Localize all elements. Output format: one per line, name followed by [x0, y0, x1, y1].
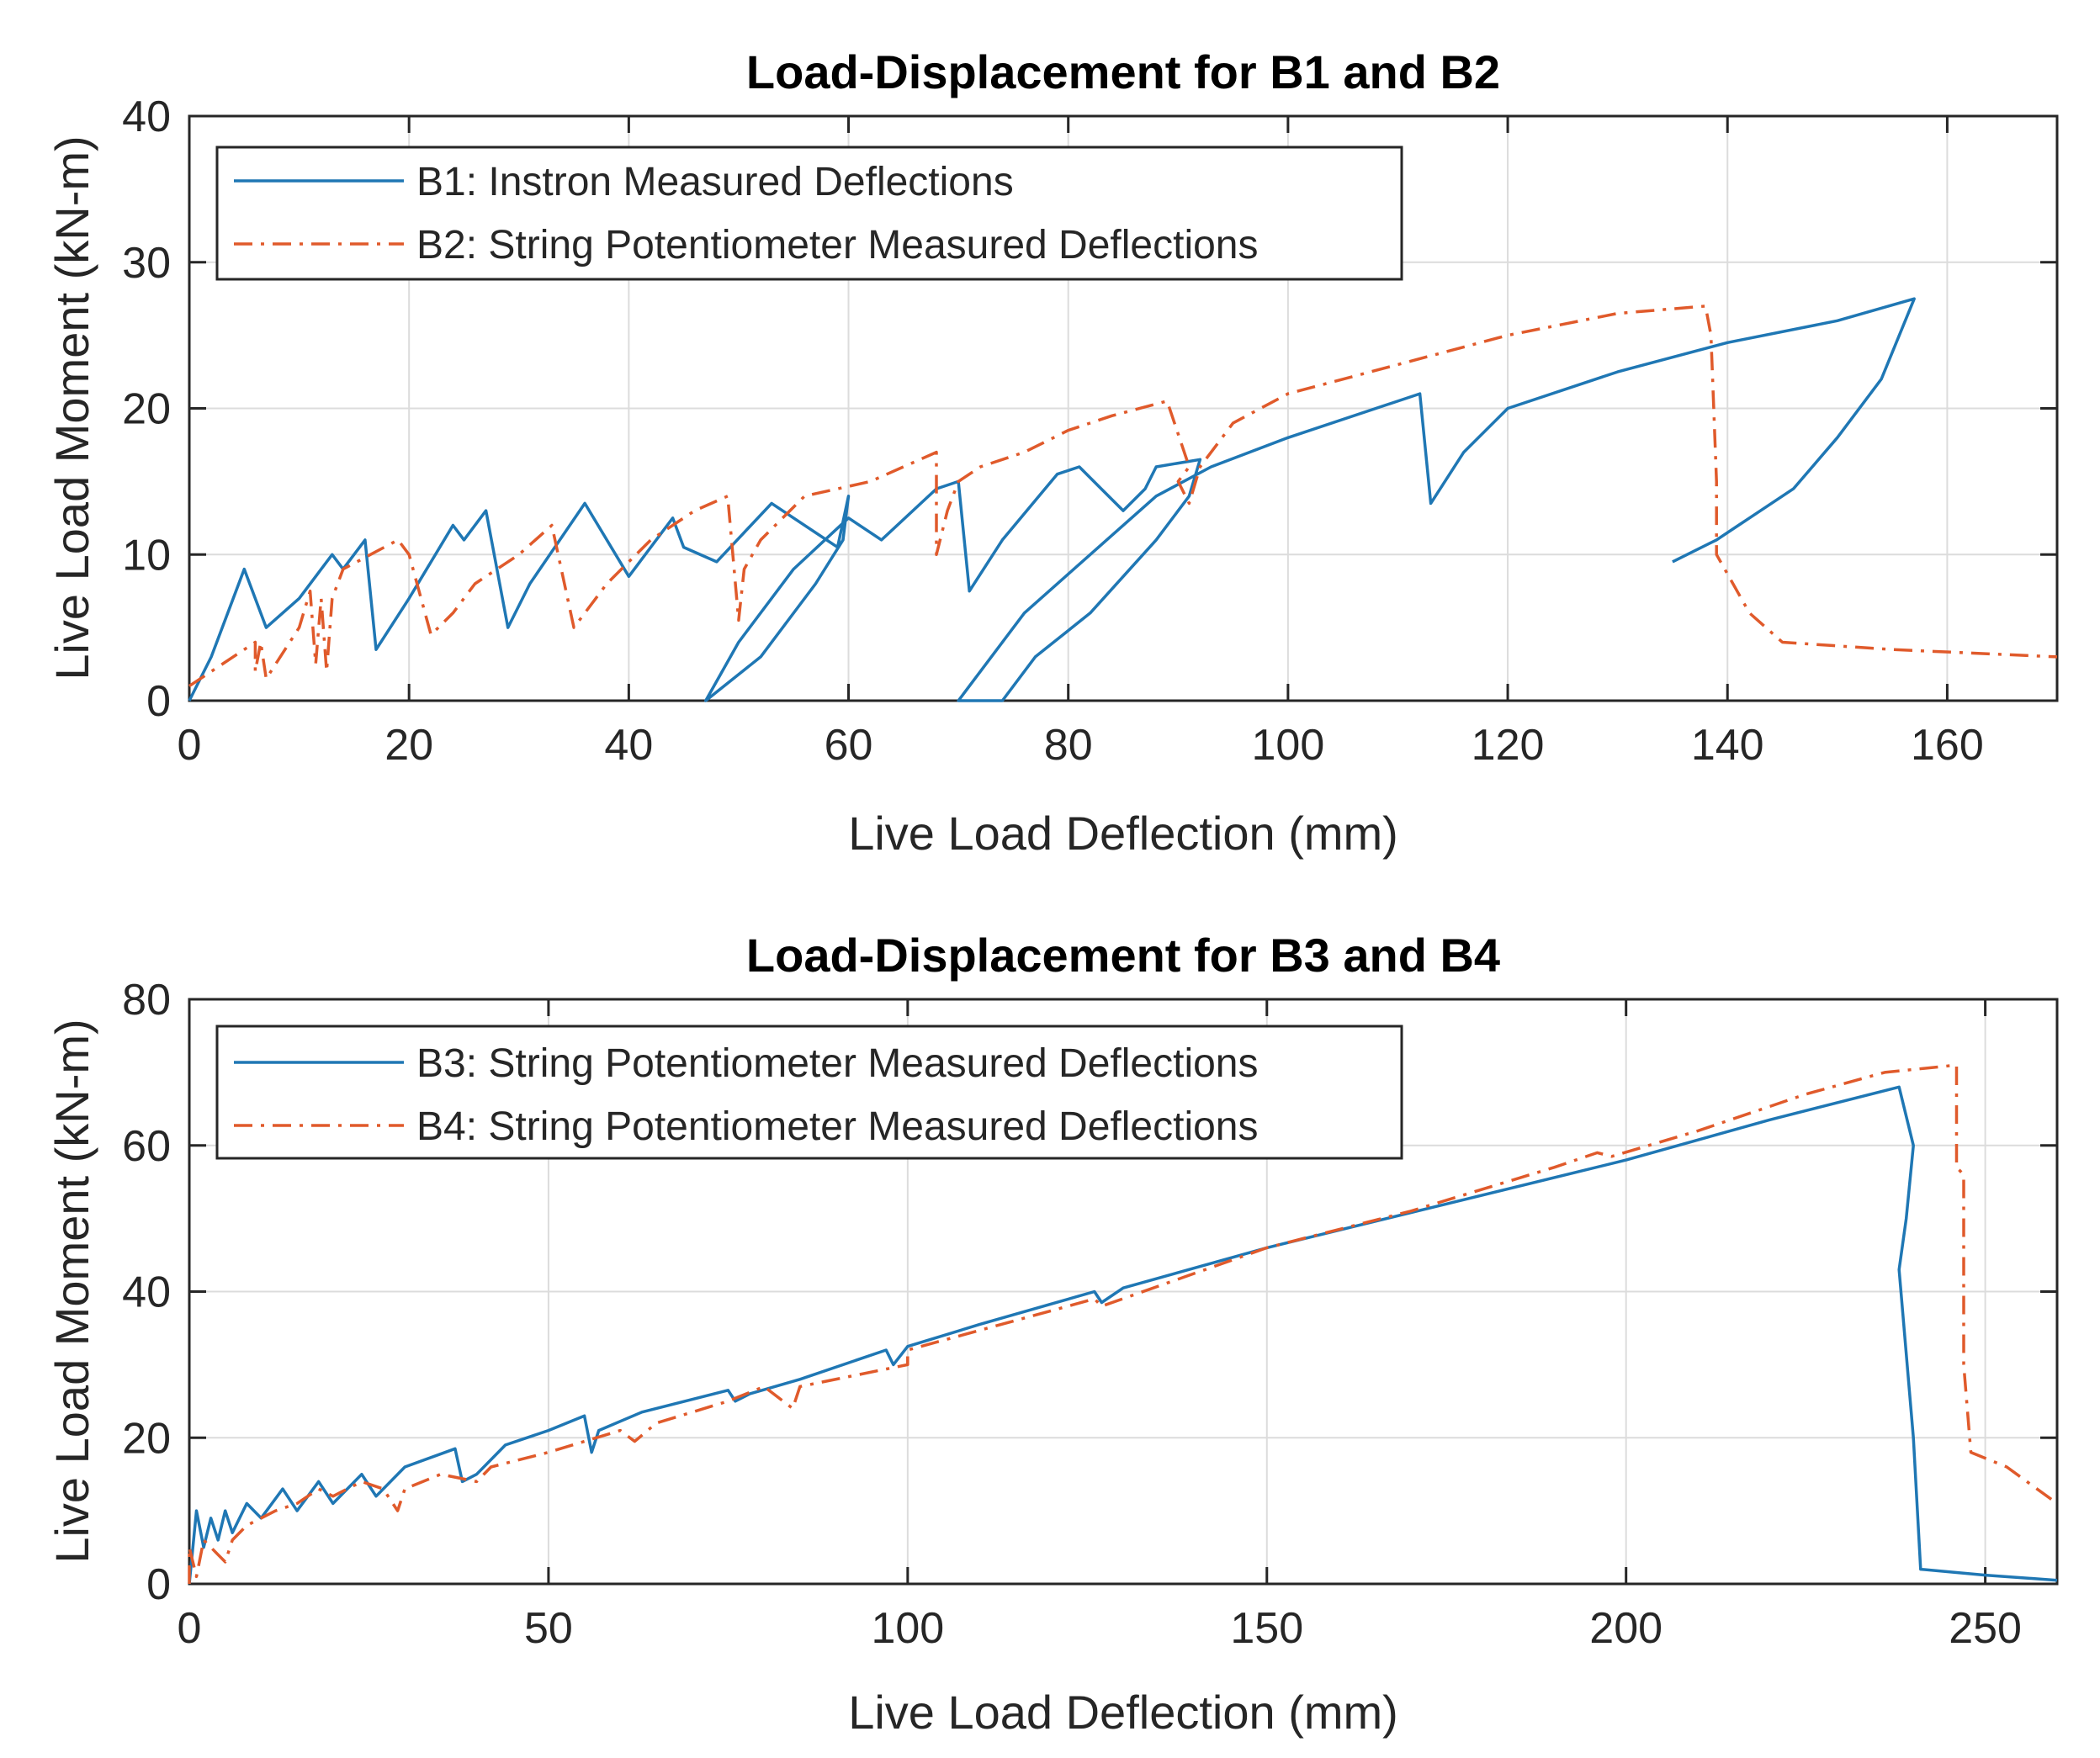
- chart-panel-b3-b4: Load-Displacement for B3 and B4 0 50 100 15…: [45, 929, 2059, 1739]
- legend: B3: String Potentiometer Measured Deflec…: [215, 1025, 1403, 1160]
- y-tick-label: 20: [122, 1414, 171, 1463]
- x-tick-label: 0: [178, 1604, 202, 1653]
- series-line-b1: [188, 297, 1916, 702]
- chart-title: Load-Displacement for B3 and B4: [746, 929, 1500, 982]
- series-line-b2: [188, 304, 2058, 688]
- y-tick-label: 40: [122, 93, 171, 141]
- y-tick-label: 60: [122, 1122, 171, 1171]
- legend-label-b1: B1: Instron Measured Deflections: [416, 160, 1014, 204]
- y-tick-label: 10: [122, 531, 171, 580]
- x-tick-label: 100: [1251, 721, 1324, 770]
- y-tick-label: 40: [122, 1268, 171, 1317]
- y-tick-label: 80: [122, 976, 171, 1025]
- x-tick-label: 150: [1230, 1604, 1303, 1653]
- chart-title: Load-Displacement for B1 and B2: [746, 45, 1500, 98]
- legend-label-b4: B4: String Potentiometer Measured Deflec…: [416, 1104, 1259, 1149]
- x-tick-label: 100: [871, 1604, 944, 1653]
- series-line-b3: [188, 1085, 2058, 1585]
- x-tick-label: 50: [524, 1604, 573, 1653]
- x-axis-label: Live Load Deflection (mm): [848, 807, 1398, 860]
- x-tick-label: 250: [1949, 1604, 2022, 1653]
- chart-panel-b1-b2: Load-Displacement for B1 and B2 0 20 40 60 8…: [45, 45, 2059, 860]
- plot-area: [188, 998, 2059, 1586]
- x-tick-label: 80: [1044, 721, 1093, 770]
- y-axis-label: Live Load Moment (kN-m): [45, 1019, 98, 1563]
- x-tick-label: 0: [178, 721, 202, 770]
- y-tick-label: 0: [146, 1560, 171, 1609]
- y-tick-label: 0: [146, 677, 171, 726]
- y-tick-label: 20: [122, 385, 171, 434]
- x-tick-label: 200: [1589, 1604, 1662, 1653]
- x-tick-label: 20: [384, 721, 433, 770]
- x-tick-label: 60: [825, 721, 873, 770]
- x-tick-label: 120: [1472, 721, 1545, 770]
- legend: B1: Instron Measured Deflections B2: Str…: [215, 146, 1403, 281]
- plot-area: [188, 114, 2059, 702]
- x-axis-label: Live Load Deflection (mm): [848, 1686, 1398, 1739]
- x-tick-label: 40: [604, 721, 653, 770]
- legend-label-b3: B3: String Potentiometer Measured Deflec…: [416, 1041, 1259, 1086]
- x-tick-label: 140: [1691, 721, 1764, 770]
- x-tick-label: 160: [1911, 721, 1984, 770]
- y-tick-label: 30: [122, 239, 171, 288]
- y-axis-label: Live Load Moment (kN-m): [45, 135, 98, 680]
- legend-label-b2: B2: String Potentiometer Measured Deflec…: [416, 223, 1259, 267]
